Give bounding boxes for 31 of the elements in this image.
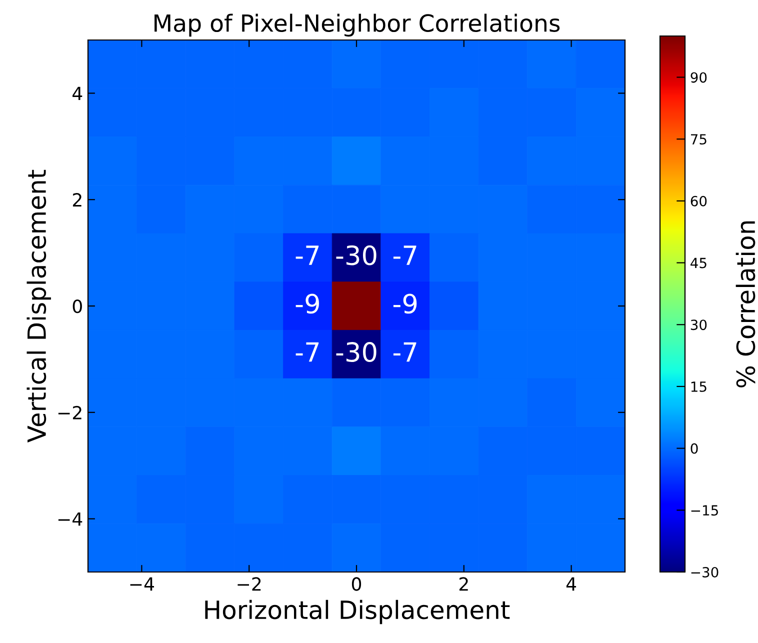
y-tick-label: 2 bbox=[72, 193, 82, 206]
chart-title: Map of Pixel-Neighbor Correlations bbox=[154, 14, 560, 37]
color-bar-label: 30 bbox=[690, 320, 707, 330]
data-label: -30 bbox=[336, 245, 376, 266]
color-bar-label: 75 bbox=[691, 134, 706, 145]
color-bar-label: −15 bbox=[691, 505, 718, 516]
x-tick-label: 4 bbox=[566, 577, 576, 591]
x-tick-label: −2 bbox=[238, 577, 261, 591]
color-bar-title: % Correlation bbox=[736, 221, 756, 388]
data-label: -7 bbox=[296, 246, 319, 265]
x-tick-label: 0 bbox=[352, 577, 362, 591]
y-tick-label: 0 bbox=[72, 299, 82, 314]
data-label: -7 bbox=[296, 342, 319, 362]
color-bar-label: −30 bbox=[691, 566, 718, 578]
y-tick-label: −4 bbox=[58, 512, 82, 526]
data-label: -7 bbox=[393, 246, 416, 265]
data-label: -9 bbox=[296, 294, 319, 314]
color-bar-label: 60 bbox=[690, 196, 707, 206]
color-bar-label: 45 bbox=[690, 258, 706, 268]
y-axis-title: Vertical Displacement bbox=[26, 170, 51, 442]
x-tick-label: 2 bbox=[459, 577, 468, 591]
color-bar-label: 15 bbox=[691, 382, 706, 392]
data-label: -30 bbox=[336, 342, 376, 362]
color-bar-label: 90 bbox=[690, 72, 707, 83]
y-tick-label: −2 bbox=[58, 406, 82, 420]
data-label: -9 bbox=[393, 294, 417, 314]
x-tick-label: −4 bbox=[130, 577, 154, 591]
y-tick-label: 4 bbox=[72, 86, 82, 100]
color-bar-label: 0 bbox=[690, 443, 698, 454]
x-axis-title: Horizontal Displacement bbox=[205, 600, 510, 624]
data-label: -7 bbox=[393, 342, 416, 362]
